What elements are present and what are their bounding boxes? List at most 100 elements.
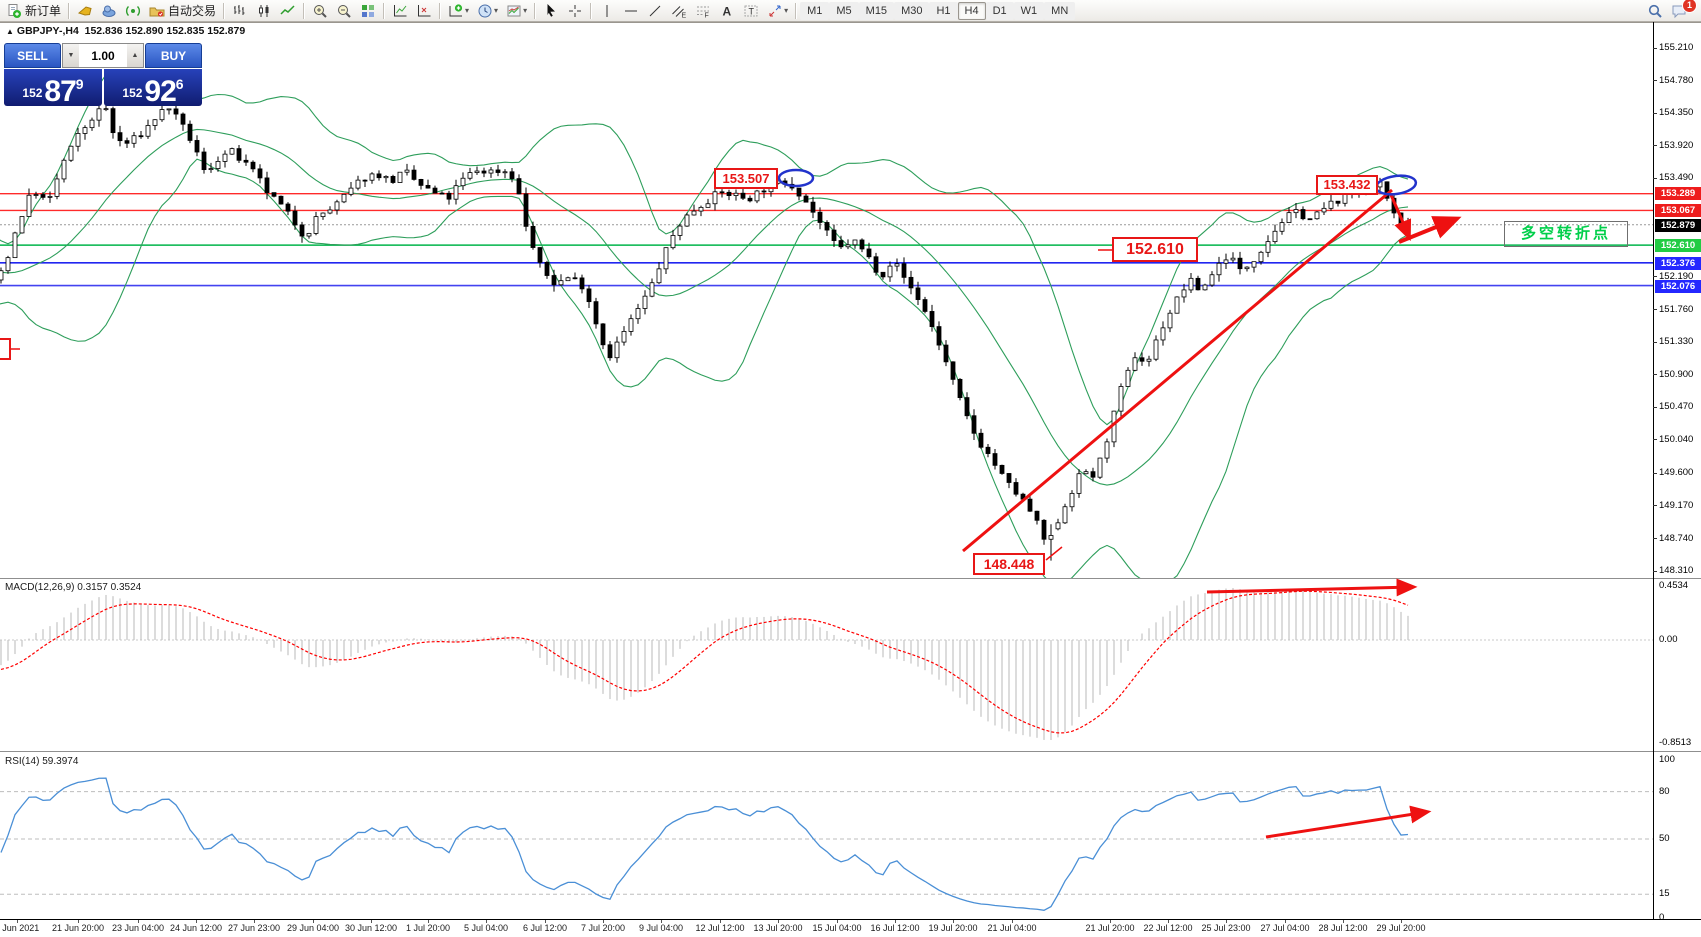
trend-arrow-up [962,188,1393,553]
templates-icon [507,5,521,16]
timeframe-button-m1[interactable]: M1 [800,1,830,20]
chevron-down-icon: ▾ [523,6,528,15]
new-chart-icon [449,3,463,16]
chart-shift-icon [418,4,431,16]
virtual-hosting-icon [102,5,116,17]
macd-momentum-arrow [1206,578,1418,597]
fibonacci-button[interactable]: F [691,1,715,21]
mql-community-button[interactable] [73,1,97,21]
templates-button[interactable]: ▾ [502,1,531,21]
toolbar-separator [795,2,798,19]
svg-text:A: A [723,4,732,18]
channel-icon: E [672,5,687,19]
candlestick-chart-button[interactable] [252,1,276,21]
notifications-button[interactable]: 1 [1667,0,1697,21]
zoom-in-icon [314,4,327,18]
timeframe-button-d1[interactable]: D1 [985,1,1014,20]
search-button[interactable] [1643,1,1667,21]
new-order-button[interactable]: 新订单 [2,1,65,21]
new-chart-button[interactable]: ▾ [444,1,473,21]
line-chart-button[interactable] [276,1,300,21]
bar-chart-icon [234,4,245,15]
timeframe-button-w1[interactable]: W1 [1013,1,1045,20]
svg-text:T: T [749,6,755,16]
vertical-line-button[interactable] [595,1,619,21]
trendline-button[interactable] [643,1,667,21]
svg-text:E: E [682,12,687,19]
sell-price-display[interactable]: 152 87 9 [4,69,102,106]
auto-arrange-icon [394,4,407,16]
mql-community-icon [78,5,92,16]
autotrading-icon [149,7,165,17]
signals-icon [126,5,140,16]
rebound-arrow [1398,216,1462,244]
bar-chart-button[interactable] [228,1,252,21]
crosshair-button[interactable] [563,1,587,21]
volume-control: ▼ ▲ [62,43,144,68]
text-label-icon: T [744,5,758,16]
crosshair-icon [569,4,582,17]
rsi-momentum-arrow [1265,805,1432,839]
zoom-out-icon [338,4,351,18]
new-order-icon [8,3,21,18]
toolbar-button-label: 新订单 [25,4,62,18]
fibonacci-icon: F [697,6,710,19]
toolbar-separator [534,2,537,19]
timeframe-button-m5[interactable]: M5 [829,1,859,20]
signals-button[interactable] [121,1,145,21]
timeframe-button-m15[interactable]: M15 [858,1,895,20]
search-icon [1648,4,1662,18]
tile-windows-icon [362,4,375,17]
notification-badge: 1 [1682,0,1697,13]
timeframe-button-h1[interactable]: H1 [929,1,958,20]
timeframe-button-h4[interactable]: H4 [957,1,986,20]
periods-icon [478,4,492,17]
toolbar-separator [383,2,386,19]
timeframe-button-mn[interactable]: MN [1044,1,1076,20]
tile-windows-button[interactable] [356,1,380,21]
highlight-ellipse [777,168,815,188]
text-icon: A [723,4,732,18]
channel-button[interactable]: E [667,1,691,21]
main-toolbar: 新订单 自动交易 ▾ ▾ ▾ E F A T ▾ M1 M5 M15 M30 H1 H4 D1 W1 MN 1 [0,0,1701,22]
virtual-hosting-button[interactable] [97,1,121,21]
text-label-button[interactable]: T [739,1,763,21]
horizontal-line-icon [625,10,638,11]
toolbar-separator [223,2,226,19]
toolbar-button-label: 自动交易 [168,4,217,18]
volume-decrease-button[interactable]: ▼ [63,44,79,67]
cursor-button[interactable] [539,1,563,21]
chevron-down-icon: ▾ [465,6,470,15]
buy-price-display[interactable]: 152 92 6 [104,69,202,106]
chevron-down-icon: ▾ [784,6,789,15]
chart-shift-button[interactable] [412,1,436,21]
trendline-icon [649,5,661,16]
sell-button[interactable]: SELL [4,43,61,68]
arrows-button[interactable]: ▾ [763,1,792,21]
volume-input[interactable] [79,44,127,67]
autotrading-button[interactable]: 自动交易 [145,1,220,21]
toolbar-right-group: 1 [1643,0,1699,21]
chevron-down-icon: ▾ [494,6,499,15]
toolbar-separator [303,2,306,19]
buy-button[interactable]: BUY [145,43,202,68]
horizontal-line-button[interactable] [619,1,643,21]
volume-increase-button[interactable]: ▲ [127,44,143,67]
auto-arrange-button[interactable] [388,1,412,21]
arrows-icon [769,5,781,16]
toolbar-separator [68,2,71,19]
pullback-arrow [1389,194,1412,242]
line-chart-icon [280,4,295,15]
zoom-out-button[interactable] [332,1,356,21]
periods-button[interactable]: ▾ [473,1,502,21]
toolbar-separator [590,2,593,19]
candlestick-chart-icon [259,4,269,17]
text-button[interactable]: A [715,1,739,21]
timeframe-button-m30[interactable]: M30 [894,1,930,20]
toolbar-separator [439,2,442,19]
cursor-icon [547,3,556,17]
zoom-in-button[interactable] [308,1,332,21]
